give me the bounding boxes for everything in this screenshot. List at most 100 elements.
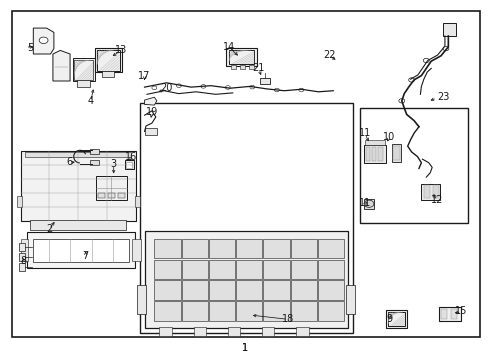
Bar <box>364 199 374 209</box>
Bar <box>182 280 208 300</box>
Bar <box>90 160 99 165</box>
Bar <box>249 65 254 69</box>
Bar <box>236 280 262 300</box>
Text: 22: 22 <box>323 50 336 60</box>
Bar <box>296 327 309 336</box>
Bar <box>73 58 95 81</box>
Bar <box>318 280 344 300</box>
Bar <box>125 160 134 169</box>
Text: 21: 21 <box>252 63 265 73</box>
Polygon shape <box>53 50 70 81</box>
Bar <box>209 260 235 279</box>
Text: 2: 2 <box>46 224 52 234</box>
Bar <box>441 309 447 319</box>
Bar <box>132 239 141 261</box>
Circle shape <box>423 58 429 63</box>
Bar <box>209 280 235 300</box>
Circle shape <box>399 99 405 103</box>
Circle shape <box>225 86 230 89</box>
Bar <box>393 146 400 160</box>
Bar <box>443 23 456 36</box>
Bar <box>451 309 457 319</box>
Bar <box>260 78 270 84</box>
Bar <box>95 48 122 72</box>
Bar <box>346 285 355 314</box>
Bar <box>182 260 208 279</box>
Bar <box>102 71 114 77</box>
Text: 4: 4 <box>88 96 94 106</box>
Polygon shape <box>145 97 157 105</box>
Text: 20: 20 <box>160 83 173 93</box>
Bar <box>118 193 125 198</box>
Text: 3: 3 <box>111 159 117 169</box>
Circle shape <box>201 85 206 88</box>
Text: 13: 13 <box>115 45 127 55</box>
Text: 12: 12 <box>431 195 443 205</box>
Bar <box>182 301 208 321</box>
Bar <box>154 260 181 279</box>
Bar <box>388 312 405 326</box>
Bar <box>25 152 131 157</box>
Bar <box>27 232 135 268</box>
Text: 14: 14 <box>223 42 236 52</box>
Bar <box>19 243 25 251</box>
Circle shape <box>250 85 255 89</box>
Text: 19: 19 <box>146 107 158 117</box>
Bar <box>262 327 274 336</box>
Bar <box>291 260 317 279</box>
Circle shape <box>409 78 415 82</box>
Bar <box>209 301 235 321</box>
Bar <box>209 239 235 258</box>
Bar <box>108 193 115 198</box>
Bar <box>154 301 181 321</box>
Text: 10: 10 <box>384 132 396 142</box>
Text: 17: 17 <box>138 71 151 81</box>
Bar <box>226 48 257 66</box>
Bar <box>263 280 290 300</box>
Bar <box>21 239 28 261</box>
Bar <box>291 239 317 258</box>
Text: 5: 5 <box>27 42 33 53</box>
Circle shape <box>274 88 279 92</box>
Bar <box>318 260 344 279</box>
Bar <box>21 151 136 221</box>
Bar <box>229 50 254 64</box>
Bar <box>372 147 376 161</box>
Bar <box>90 149 99 154</box>
Bar <box>30 220 126 230</box>
Bar <box>240 65 245 69</box>
Bar <box>145 231 348 328</box>
Text: 11: 11 <box>359 128 371 138</box>
Bar <box>291 280 317 300</box>
Bar <box>97 50 120 71</box>
Bar <box>263 239 290 258</box>
Bar <box>263 260 290 279</box>
Bar <box>126 162 132 168</box>
Bar <box>236 260 262 279</box>
Bar <box>433 185 439 198</box>
Circle shape <box>443 46 449 51</box>
Bar <box>74 60 93 80</box>
Text: 11: 11 <box>359 198 371 208</box>
Bar <box>421 184 440 200</box>
Bar <box>159 327 171 336</box>
Bar <box>236 239 262 258</box>
Bar <box>365 140 385 145</box>
Text: 6: 6 <box>67 157 73 167</box>
Bar <box>154 280 181 300</box>
Circle shape <box>39 37 48 44</box>
Bar <box>98 193 105 198</box>
Text: 7: 7 <box>83 251 89 261</box>
Bar <box>378 147 383 161</box>
Bar <box>291 301 317 321</box>
Bar <box>424 185 430 198</box>
Text: 8: 8 <box>20 256 26 266</box>
Bar <box>318 239 344 258</box>
Circle shape <box>152 86 157 90</box>
Bar <box>17 196 22 207</box>
Bar <box>137 285 146 314</box>
Bar <box>228 327 240 336</box>
Bar <box>439 307 461 321</box>
Polygon shape <box>33 28 54 54</box>
Text: 15: 15 <box>455 306 468 316</box>
